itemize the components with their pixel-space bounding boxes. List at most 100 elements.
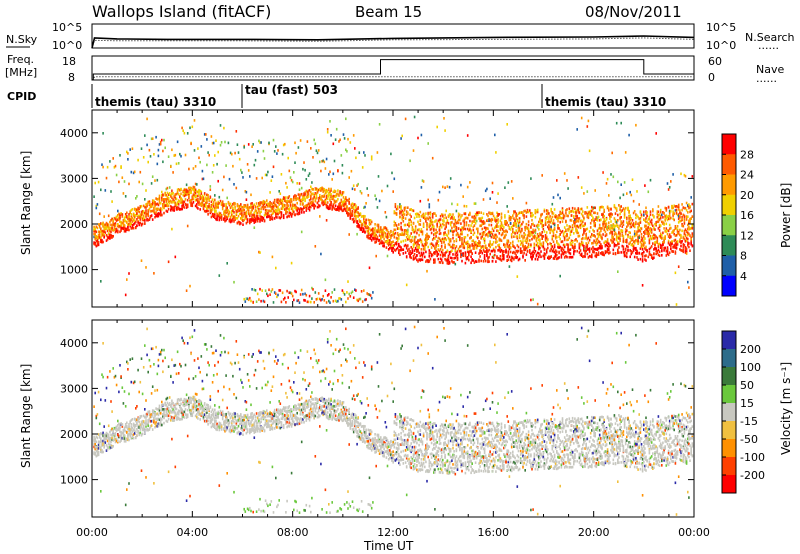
- power-cell: [378, 228, 381, 232]
- power-cell: [214, 194, 216, 197]
- power-cell: [286, 204, 288, 207]
- power-cell: [533, 235, 536, 238]
- power-cell: [463, 244, 466, 248]
- power-cell: [621, 244, 624, 248]
- power-cell: [576, 216, 578, 219]
- power-cell: [314, 199, 317, 203]
- power-cell: [512, 251, 514, 255]
- power-cell: [563, 214, 566, 218]
- power-cell: [396, 233, 399, 236]
- power-cell: [612, 236, 615, 239]
- power-cell: [214, 216, 216, 219]
- power-cell: [209, 211, 212, 215]
- power-cell: [192, 167, 195, 170]
- power-cell: [650, 245, 653, 248]
- power-cell: [142, 156, 145, 159]
- power-cell: [165, 209, 168, 213]
- power-cell: [307, 193, 310, 197]
- power-cell: [582, 210, 584, 213]
- power-cell: [276, 216, 278, 219]
- power-cell: [455, 254, 458, 258]
- power-cell: [457, 227, 460, 230]
- power-cell: [269, 200, 271, 204]
- power-cell: [121, 221, 124, 225]
- noise-right-legend-line: ......: [758, 39, 779, 52]
- power-cell: [422, 251, 425, 255]
- power-cell: [629, 249, 631, 252]
- power-cell: [420, 215, 423, 218]
- power-cell: [234, 205, 236, 209]
- power-cell: [574, 222, 576, 225]
- power-cell: [107, 214, 110, 218]
- power-cell: [284, 196, 286, 200]
- power-cell: [182, 193, 184, 197]
- power-cell: [103, 226, 105, 229]
- power-cell: [253, 203, 256, 206]
- power-cell: [190, 201, 192, 204]
- power-cell: [439, 239, 442, 242]
- power-cell: [158, 208, 161, 212]
- power-cell: [652, 242, 654, 245]
- power-cell: [113, 222, 116, 226]
- power-cell: [177, 203, 180, 206]
- power-cell: [655, 221, 657, 224]
- power-cell: [341, 203, 344, 206]
- power-cell: [478, 240, 480, 243]
- power-cell: [417, 220, 419, 224]
- power-cell: [568, 248, 571, 252]
- power-cell: [164, 204, 166, 207]
- power-cell: [598, 232, 601, 236]
- power-cell: [256, 150, 259, 153]
- power-cell: [434, 212, 436, 215]
- power-cell: [442, 185, 444, 189]
- power-cell: [307, 195, 310, 198]
- power-cell: [542, 235, 545, 238]
- power-cell: [297, 299, 300, 302]
- power-cell: [174, 255, 177, 259]
- power-cell: [463, 218, 466, 222]
- power-cell: [337, 169, 339, 173]
- power-cell: [579, 207, 582, 211]
- power-cell: [486, 254, 488, 258]
- power-cell: [251, 208, 253, 212]
- power-cell: [561, 247, 564, 250]
- power-cell: [314, 204, 317, 208]
- power-cell: [184, 153, 187, 157]
- power-cell: [361, 300, 364, 303]
- power-cell: [551, 249, 554, 253]
- power-cell: [194, 199, 197, 202]
- power-cell: [566, 233, 568, 236]
- power-cell: [600, 246, 602, 250]
- power-cell: [482, 220, 485, 223]
- power-cell: [541, 223, 543, 227]
- power-cell: [297, 207, 300, 210]
- power-cell: [545, 217, 548, 220]
- power-cell: [156, 162, 159, 166]
- power-cell: [133, 170, 136, 174]
- power-cell: [427, 198, 429, 202]
- power-cell: [214, 198, 216, 202]
- power-cell: [331, 178, 333, 181]
- power-cell: [473, 245, 476, 248]
- power-cell: [173, 195, 175, 199]
- power-cell: [300, 288, 303, 292]
- power-cell: [121, 226, 124, 230]
- power-cell: [517, 227, 520, 230]
- power-cell: [442, 254, 444, 257]
- power-cell: [291, 294, 294, 298]
- power-cell: [550, 209, 552, 213]
- power-cell: [525, 226, 528, 230]
- power-cell: [295, 207, 297, 211]
- power-cell: [110, 219, 112, 222]
- power-cell: [595, 254, 598, 257]
- power-cell: [345, 148, 347, 152]
- power-cell: [241, 205, 243, 209]
- power-cell: [109, 235, 111, 239]
- power-cell: [189, 186, 191, 190]
- power-cell: [396, 237, 399, 240]
- power-cell: [509, 221, 512, 225]
- power-cell: [563, 256, 566, 259]
- power-cell: [259, 218, 261, 221]
- power-cell: [98, 233, 101, 236]
- power-cell: [386, 242, 389, 245]
